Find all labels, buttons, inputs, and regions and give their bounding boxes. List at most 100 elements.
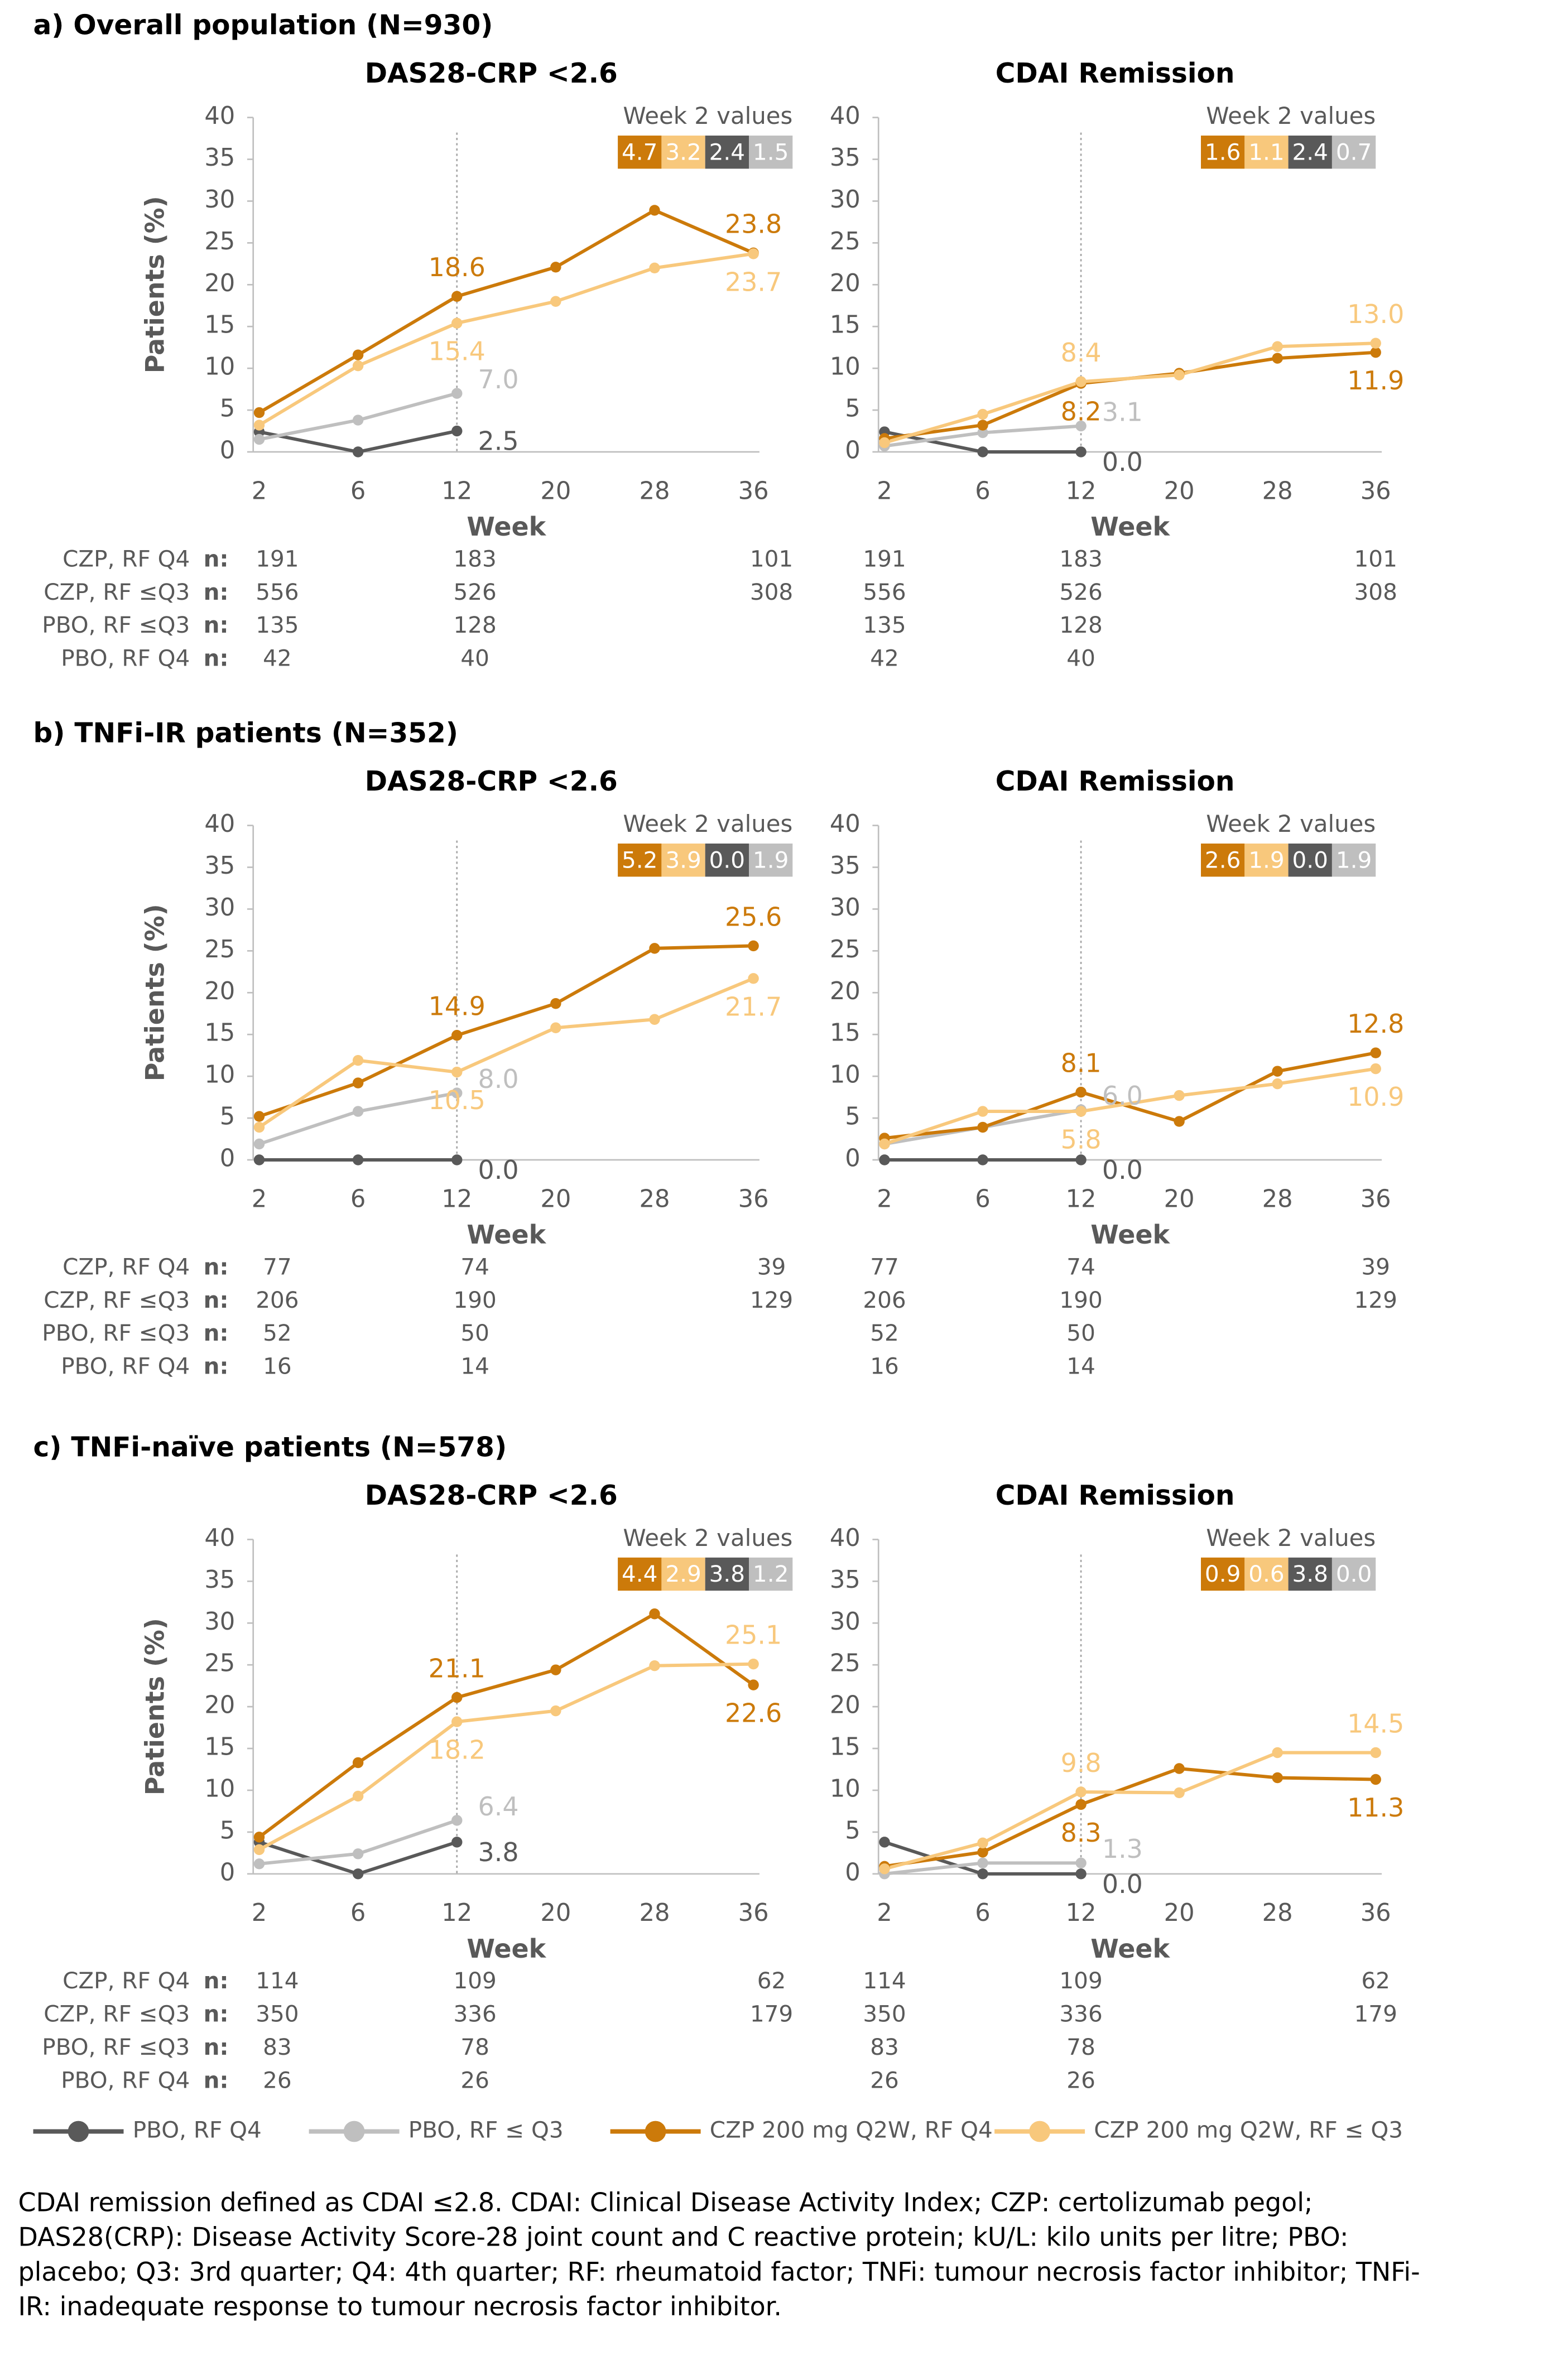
series-line	[258, 977, 754, 1129]
x-tick-label: 2	[877, 1899, 892, 1927]
panel-title: b) TNFi-IR patients (N=352)	[33, 718, 458, 749]
data-point	[550, 1022, 561, 1033]
footnote: CDAI remission defined as CDAI ≤2.8. CDA…	[18, 2189, 1420, 2323]
y-tick-label: 40	[830, 1524, 861, 1552]
data-point	[977, 1154, 988, 1165]
y-tick-label: 0	[220, 1145, 235, 1173]
y-tick-label: 0	[220, 1858, 235, 1886]
data-label: 5.8	[1061, 1125, 1102, 1155]
y-tick-label: 40	[830, 102, 861, 130]
n-value: 16	[870, 1353, 899, 1380]
data-point	[977, 427, 988, 439]
x-tick-label: 20	[540, 1185, 571, 1213]
data-point	[451, 1837, 463, 1848]
data-point	[748, 248, 759, 259]
series-line	[884, 1051, 1376, 1140]
x-tick-label: 6	[975, 477, 990, 505]
y-tick-label: 35	[830, 144, 861, 172]
data-point	[451, 1716, 463, 1727]
data-point	[451, 1066, 463, 1078]
y-tick-label: 15	[204, 1019, 235, 1047]
data-label: 6.0	[1102, 1081, 1143, 1111]
data-point	[1272, 1747, 1283, 1758]
week2-title: Week 2 values	[1206, 102, 1376, 129]
week2-value: 0.9	[1205, 1560, 1241, 1587]
week2-cell	[1332, 136, 1376, 169]
data-point	[879, 1154, 890, 1165]
x-tick-label: 2	[877, 1185, 892, 1213]
x-tick-label: 36	[1361, 1899, 1391, 1927]
data-point	[550, 1705, 561, 1717]
data-point	[977, 1837, 988, 1849]
data-point	[253, 1138, 265, 1150]
n-label: n:	[204, 1253, 229, 1280]
n-label: n:	[204, 645, 229, 672]
n-row-label: PBO, RF ≤Q3	[42, 611, 190, 638]
data-point	[748, 1658, 759, 1670]
n-value: 179	[1354, 2001, 1397, 2027]
y-tick-label: 15	[830, 311, 861, 339]
n-value: 74	[460, 1253, 489, 1280]
n-value: 50	[460, 1319, 489, 1346]
data-point	[1370, 1747, 1381, 1758]
week2-cell	[661, 1557, 705, 1591]
n-value: 14	[1066, 1353, 1095, 1380]
n-value: 74	[1066, 1253, 1095, 1280]
x-tick-label: 36	[738, 1899, 769, 1927]
legend-marker	[68, 2121, 89, 2142]
data-point	[748, 1679, 759, 1690]
y-tick-label: 10	[830, 1775, 861, 1803]
n-value: 26	[263, 2066, 292, 2093]
data-point	[1174, 1116, 1185, 1127]
data-point	[253, 1858, 265, 1870]
x-axis-label: Week	[467, 1934, 546, 1964]
week2-value: 3.9	[665, 846, 701, 873]
y-axis-label: Patients (%)	[140, 196, 170, 373]
y-tick-label: 0	[845, 1145, 860, 1173]
y-tick-label: 5	[845, 1103, 860, 1131]
chart-title: CDAI Remission	[996, 766, 1235, 797]
n-value: 62	[1361, 1967, 1390, 1994]
y-tick-label: 10	[204, 1061, 235, 1089]
week2-cell	[1244, 844, 1289, 877]
data-point	[1075, 420, 1087, 432]
n-label: n:	[204, 579, 229, 605]
n-value: 78	[1066, 2034, 1095, 2060]
week2-cell	[1288, 1557, 1332, 1591]
data-point	[1174, 369, 1185, 380]
n-label: n:	[204, 2034, 229, 2060]
data-point	[1272, 341, 1283, 352]
data-point	[1075, 1857, 1087, 1869]
series-line	[258, 208, 754, 415]
n-value: 336	[1059, 2001, 1102, 2027]
x-tick-label: 6	[975, 1185, 990, 1213]
y-tick-label: 20	[830, 977, 861, 1005]
n-value: 26	[870, 2066, 899, 2093]
x-tick-label: 28	[639, 477, 670, 505]
series-line	[258, 252, 754, 427]
data-point	[1272, 1772, 1283, 1784]
n-value: 350	[863, 2001, 906, 2027]
n-value: 14	[460, 1353, 489, 1380]
week2-title: Week 2 values	[623, 810, 792, 837]
data-label: 0.0	[1102, 1869, 1143, 1899]
chart-title: DAS28-CRP <2.6	[365, 766, 618, 797]
week2-cell	[705, 136, 749, 169]
data-point	[451, 1692, 463, 1703]
data-point	[352, 1154, 364, 1165]
data-point	[879, 1863, 890, 1875]
y-tick-label: 25	[204, 936, 235, 963]
n-value: 77	[263, 1253, 292, 1280]
data-label: 21.1	[429, 1654, 486, 1684]
n-value: 206	[863, 1287, 906, 1313]
y-tick-label: 40	[204, 1524, 235, 1552]
n-label: n:	[204, 1353, 229, 1380]
n-value: 77	[870, 1253, 899, 1280]
series-line	[884, 1067, 1376, 1146]
x-tick-label: 2	[252, 477, 267, 505]
week2-cell	[661, 844, 705, 877]
data-point	[550, 1664, 561, 1675]
week2-cell	[1332, 844, 1376, 877]
